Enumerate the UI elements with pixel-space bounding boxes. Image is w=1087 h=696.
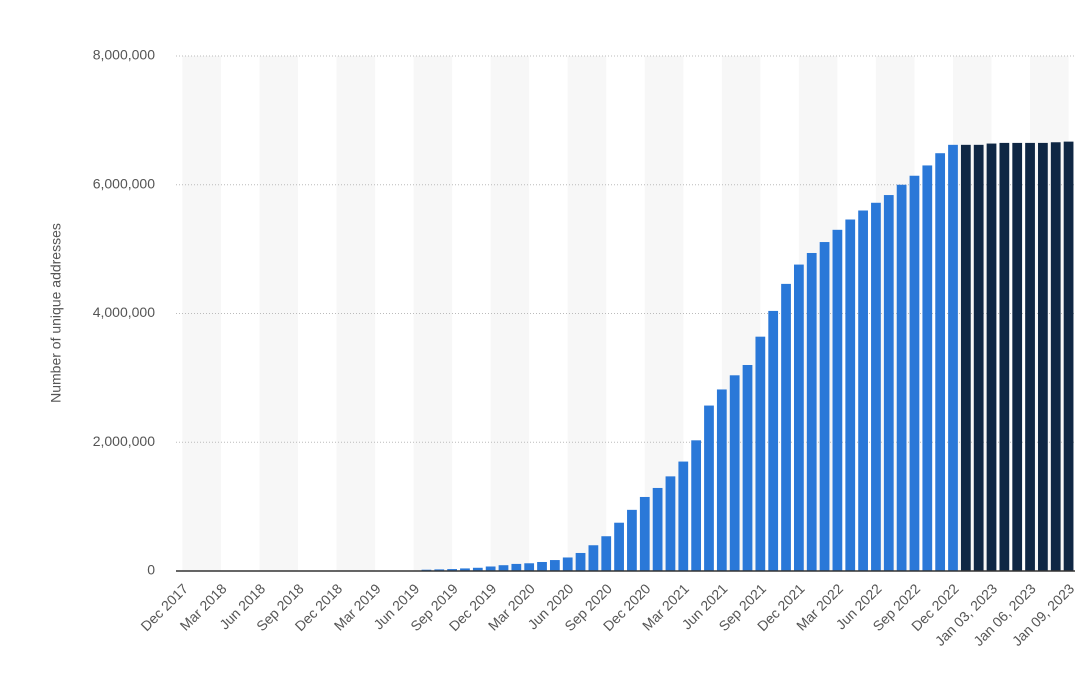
bar xyxy=(883,195,894,572)
y-tick-label: 0 xyxy=(147,562,155,578)
bar xyxy=(845,219,856,571)
y-tick-label: 2,000,000 xyxy=(93,433,155,449)
bar xyxy=(627,509,637,571)
background-band xyxy=(336,56,376,571)
bar xyxy=(742,365,753,571)
bar xyxy=(524,563,535,571)
bar xyxy=(832,229,843,571)
bar xyxy=(434,569,445,571)
bar xyxy=(935,153,946,572)
bar xyxy=(537,561,547,571)
y-tick-label: 6,000,000 xyxy=(93,175,155,191)
bar xyxy=(999,142,1010,571)
y-tick-label: 8,000,000 xyxy=(93,47,155,63)
background-band xyxy=(413,56,453,571)
bar xyxy=(806,252,817,572)
bar xyxy=(819,242,830,571)
bar xyxy=(922,165,933,571)
bar xyxy=(665,476,676,571)
bar xyxy=(472,567,483,571)
bar xyxy=(1063,141,1074,571)
bar xyxy=(973,144,984,571)
bar xyxy=(460,568,470,571)
bar xyxy=(601,536,612,571)
bar xyxy=(447,569,458,571)
background-band xyxy=(952,56,992,571)
bar xyxy=(871,202,881,571)
bar xyxy=(614,522,624,571)
background-band xyxy=(721,56,761,571)
bar xyxy=(511,563,522,571)
bar xyxy=(498,565,509,571)
bar xyxy=(896,184,907,571)
bar xyxy=(960,144,971,571)
bar xyxy=(639,496,650,571)
bar xyxy=(768,310,779,571)
bar xyxy=(575,552,586,571)
bar xyxy=(781,283,791,571)
bar xyxy=(704,405,714,571)
bar xyxy=(948,144,958,571)
background-band xyxy=(644,56,684,571)
background-band xyxy=(567,56,607,571)
bar xyxy=(678,461,689,571)
y-axis-title: Number of unique addresses xyxy=(48,223,64,403)
bar xyxy=(729,375,740,571)
bar xyxy=(793,264,804,571)
bar xyxy=(716,389,727,571)
bar xyxy=(1012,142,1023,571)
bar xyxy=(1050,142,1061,571)
bar xyxy=(755,336,766,571)
bar xyxy=(588,545,599,571)
bar xyxy=(652,487,663,571)
bar xyxy=(562,557,573,571)
bar xyxy=(858,210,868,571)
y-tick-label: 4,000,000 xyxy=(93,304,155,320)
bar xyxy=(909,175,920,572)
bar xyxy=(549,560,560,571)
bar xyxy=(1025,142,1035,571)
bar xyxy=(485,566,496,571)
bar xyxy=(986,143,997,572)
bar xyxy=(1038,142,1048,571)
bar xyxy=(691,440,702,571)
